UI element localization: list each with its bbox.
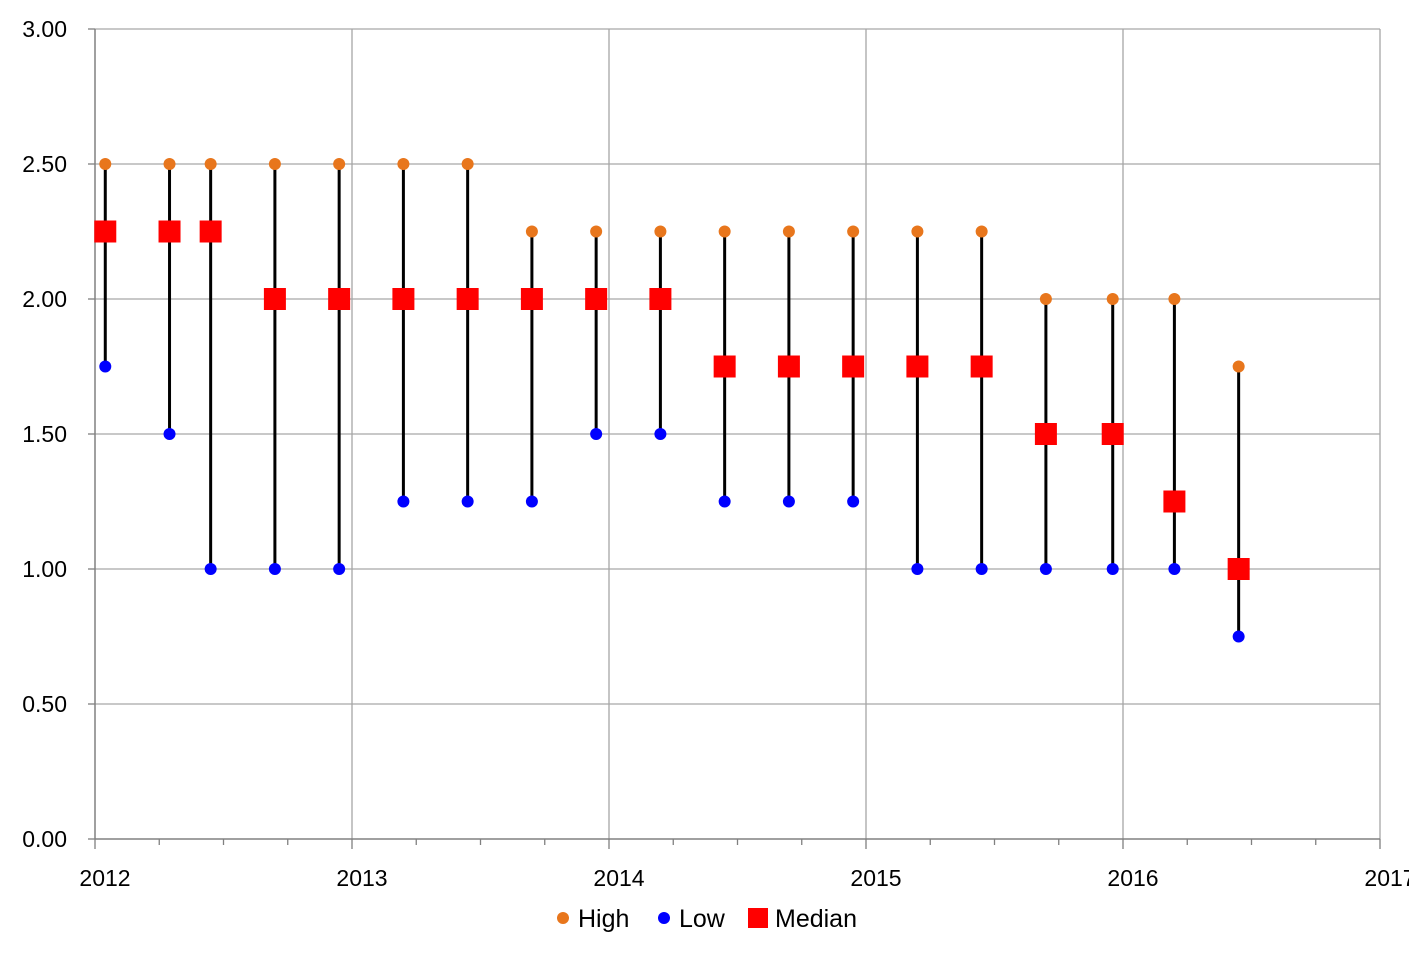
median-point [94,220,117,243]
high-point [1039,293,1052,305]
median-point [842,355,865,378]
low-point [397,495,410,508]
median-point [1163,490,1186,513]
y-tick-label: 0.00 [22,826,67,852]
median-point [199,220,222,243]
median-point [1034,423,1057,445]
high-point [1232,360,1245,373]
high-point [975,225,988,238]
low-point [718,495,731,508]
median-point [1227,558,1250,580]
y-tick-label: 2.50 [22,151,67,177]
median-point [328,288,351,310]
median-point [970,355,993,378]
legend-low-marker [658,912,670,924]
legend-high-marker [557,912,569,924]
y-tick-label: 0.50 [22,691,67,717]
low-point [911,563,924,575]
median-point [456,288,479,310]
data-points [94,158,1250,643]
x-tick-label: 2014 [593,865,644,891]
high-point [204,158,217,170]
high-point [163,158,176,170]
low-point [204,563,217,575]
range-lines [103,164,1241,637]
low-point [590,428,603,440]
legend-median-label: Median [775,905,857,933]
high-point [590,225,603,238]
legend-high-label: High [578,905,629,933]
low-point [525,495,538,508]
low-point [268,563,281,575]
high-point [911,225,924,238]
median-point [520,288,543,310]
median-point [1101,423,1124,445]
high-point [525,225,538,238]
median-point [392,288,415,310]
high-point [847,225,860,238]
low-point [99,360,112,373]
high-point [397,158,410,170]
x-tick-label: 2013 [336,865,387,891]
high-point [1168,293,1181,305]
high-point [782,225,795,238]
low-point [163,428,176,440]
axes [88,28,1381,849]
high-point [654,225,667,238]
high-point [99,158,112,170]
median-point [713,355,736,378]
tick-labels: 0.00 0.50 1.00 1.50 2.00 2.50 3.00 2012 2013 2014… [22,16,1409,891]
low-point [782,495,795,508]
low-point [1039,563,1052,575]
x-tick-label: 2012 [79,865,130,891]
y-tick-label: 1.50 [22,421,67,447]
median-point [906,355,929,378]
high-point [1106,293,1119,305]
low-point [847,495,860,508]
low-point [975,563,988,575]
high-point [461,158,474,170]
x-tick-label: 2016 [1107,865,1158,891]
y-tick-label: 3.00 [22,16,67,42]
legend: High Low Median [557,905,857,933]
high-point [268,158,281,170]
low-point [1232,630,1245,643]
legend-low-label: Low [679,905,726,933]
x-tick-label: 2015 [850,865,901,891]
median-point [777,355,800,378]
low-point [1106,563,1119,575]
median-point [158,220,181,243]
legend-median-marker [748,908,768,928]
y-tick-label: 2.00 [22,286,67,312]
y-tick-label: 1.00 [22,556,67,582]
low-point [461,495,474,508]
high-point [333,158,346,170]
median-point [585,288,608,310]
median-point [263,288,286,310]
low-point [1168,563,1181,575]
x-tick-label: 2017 [1364,865,1409,891]
high-point [718,225,731,238]
low-point [654,428,667,440]
low-point [333,563,346,575]
median-point [649,288,672,310]
